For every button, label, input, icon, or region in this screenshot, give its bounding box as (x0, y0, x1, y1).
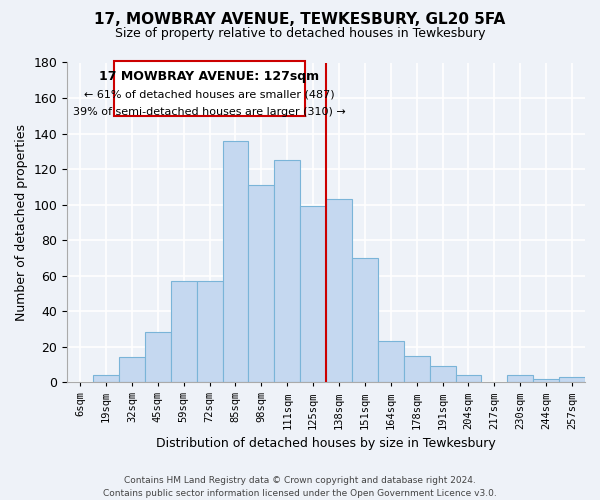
Text: 17 MOWBRAY AVENUE: 127sqm: 17 MOWBRAY AVENUE: 127sqm (100, 70, 320, 82)
Bar (378, 342, 404, 382)
Bar (326, 199, 352, 382)
X-axis label: Distribution of detached houses by size in Tewkesbury: Distribution of detached houses by size … (156, 437, 496, 450)
Bar (223, 140, 248, 382)
Bar (508, 375, 533, 382)
Text: 39% of semi-detached houses are larger (310) →: 39% of semi-detached houses are larger (… (73, 107, 346, 117)
Bar (300, 206, 326, 382)
Text: 17, MOWBRAY AVENUE, TEWKESBURY, GL20 5FA: 17, MOWBRAY AVENUE, TEWKESBURY, GL20 5FA (94, 12, 506, 28)
Bar (93, 375, 119, 382)
Bar (533, 378, 559, 382)
Y-axis label: Number of detached properties: Number of detached properties (15, 124, 28, 321)
Text: Contains HM Land Registry data © Crown copyright and database right 2024.
Contai: Contains HM Land Registry data © Crown c… (103, 476, 497, 498)
Bar (274, 160, 300, 382)
Bar (197, 281, 223, 382)
Bar (430, 366, 455, 382)
Bar (352, 258, 378, 382)
Bar (404, 356, 430, 382)
Bar (559, 377, 585, 382)
Bar (455, 375, 481, 382)
Bar (145, 332, 171, 382)
Bar (248, 185, 274, 382)
Bar (119, 358, 145, 382)
Text: Size of property relative to detached houses in Tewkesbury: Size of property relative to detached ho… (115, 28, 485, 40)
FancyBboxPatch shape (114, 60, 305, 116)
Text: ← 61% of detached houses are smaller (487): ← 61% of detached houses are smaller (48… (84, 89, 335, 99)
Bar (171, 281, 197, 382)
